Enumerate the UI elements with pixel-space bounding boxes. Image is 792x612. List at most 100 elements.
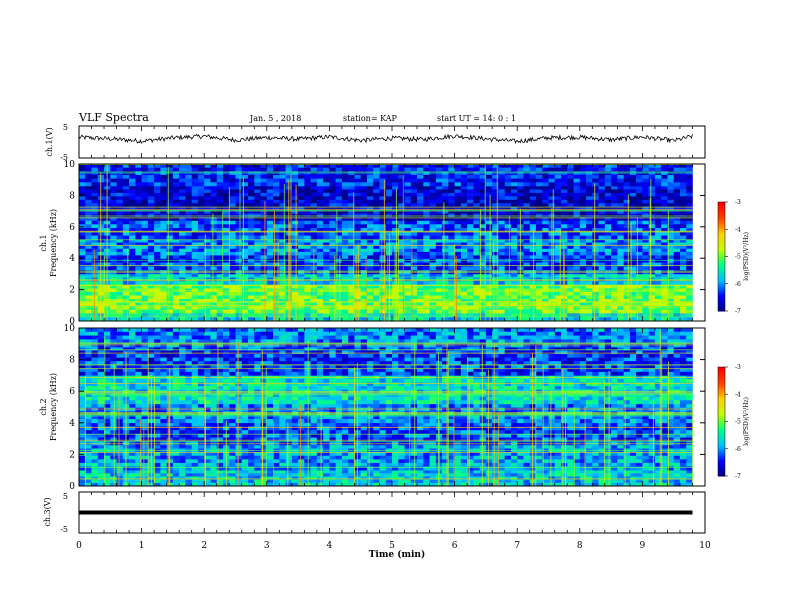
spectrogram-cell — [686, 242, 693, 246]
spectrogram-cell — [85, 306, 92, 310]
spectrogram-cell — [279, 239, 286, 243]
spectrogram-cell — [235, 299, 243, 303]
spectrogram-cell — [504, 167, 512, 172]
spectrogram-cell — [323, 258, 330, 263]
spectrogram-cell — [316, 306, 324, 310]
spectrogram-cell — [629, 317, 637, 322]
spectrogram-cell — [398, 185, 405, 190]
spectrogram-cell — [648, 245, 656, 250]
spectrogram-cell — [204, 473, 211, 477]
spectrogram-cell — [498, 273, 505, 278]
spectrogram-cell — [398, 273, 405, 278]
spectrogram-cell — [448, 302, 455, 307]
spectrogram-cell — [473, 306, 480, 310]
spectrogram-cell — [654, 174, 662, 179]
spectrogram-cell — [185, 302, 192, 307]
spectrogram-cell — [248, 470, 255, 474]
spectrogram-cell — [329, 262, 336, 267]
spectrogram-cell — [197, 189, 205, 194]
spectrogram-cell — [360, 299, 368, 303]
spectrogram-cell — [354, 306, 361, 310]
spectrogram-cell — [435, 281, 443, 286]
colorbar-step — [718, 260, 725, 263]
spectrogram-cell — [254, 203, 261, 207]
spectrogram-cell — [423, 299, 430, 303]
spectrogram-cell — [573, 213, 581, 218]
spectrogram-cell — [229, 178, 236, 183]
spectrogram-cell — [435, 189, 443, 194]
spectrogram-cell — [529, 199, 537, 204]
spectrogram-cell — [417, 167, 424, 172]
spectrogram-cell — [611, 473, 618, 477]
spectrogram-cell — [561, 242, 568, 246]
spectrogram-cell — [410, 479, 418, 484]
spectrogram-cell — [366, 262, 374, 267]
spectrogram-cell — [241, 239, 249, 243]
spectrogram-cell — [435, 164, 443, 168]
narrowband-line — [79, 306, 693, 308]
spectrogram-cell — [629, 288, 637, 293]
spectrogram-cell — [122, 192, 130, 197]
colorbar-step — [718, 203, 725, 207]
spectrogram-cell — [110, 476, 117, 480]
spectrogram-cell — [91, 245, 99, 250]
spectrogram-cell — [147, 203, 155, 207]
spectrogram-cell — [623, 239, 631, 243]
spectrogram-cell — [535, 164, 543, 168]
spectrogram-cell — [379, 220, 387, 225]
spectrogram-cell — [442, 245, 449, 250]
spectrogram-cell — [122, 196, 130, 201]
spectrogram-cell — [398, 239, 405, 243]
spectrogram-cell — [141, 262, 149, 267]
spectrogram-cell — [460, 224, 468, 229]
spectrogram-cell — [611, 288, 618, 293]
spectrogram-cell — [341, 206, 349, 211]
spectrogram-cell — [235, 242, 243, 246]
spectrogram-cell — [473, 284, 480, 289]
spectrogram-cell — [404, 189, 412, 194]
spectrogram-cell — [91, 228, 99, 233]
spectrogram-cell — [385, 217, 393, 221]
spectrogram-cell — [129, 178, 136, 183]
spectrogram-cell — [110, 199, 117, 204]
spectrogram-cell — [97, 479, 105, 484]
spectrogram-cell — [179, 182, 186, 187]
spectrogram-cell — [197, 196, 205, 201]
spectrogram-cell — [561, 245, 568, 250]
spectrogram-cell — [648, 235, 656, 240]
spectrogram-cell — [654, 255, 662, 260]
spectrogram-cell — [460, 281, 468, 286]
spectrogram-cell — [398, 473, 405, 477]
spectrogram-cell — [116, 185, 124, 190]
spectrogram-cell — [85, 239, 92, 243]
spectrogram-cell — [504, 317, 512, 322]
spectrogram-cell — [636, 317, 643, 322]
spectrogram-cell — [554, 273, 562, 278]
spectrogram-cell — [554, 217, 562, 221]
spectrogram-cell — [442, 220, 449, 225]
impulse-spike — [222, 211, 224, 321]
spectrogram-cell — [135, 199, 142, 204]
spectrogram-cell — [479, 302, 487, 307]
spectrogram-cell — [191, 231, 199, 236]
spectrogram-cell — [129, 220, 136, 225]
spectrogram-cell — [467, 262, 474, 267]
spectrogram-cell — [116, 262, 124, 267]
spectrogram-cell — [423, 476, 430, 480]
spectrogram-cell — [310, 167, 318, 172]
spectrogram-cell — [448, 266, 455, 271]
spectrogram-cell — [172, 262, 180, 267]
spectrogram-cell — [91, 189, 99, 194]
spectrogram-cell — [529, 224, 537, 229]
spectrogram-cell — [166, 196, 174, 201]
spectrogram-cell — [235, 306, 243, 310]
spectrogram-cell — [379, 199, 387, 204]
spectrogram-cell — [135, 255, 142, 260]
spectrogram-cell — [335, 192, 343, 197]
spectrogram-cell — [248, 262, 255, 267]
spectrogram-cell — [147, 281, 155, 286]
spectrogram-cell — [248, 228, 255, 233]
spectrogram-cell — [454, 295, 462, 300]
spectrogram-cell — [636, 281, 643, 286]
spectrogram-cell — [316, 281, 324, 286]
